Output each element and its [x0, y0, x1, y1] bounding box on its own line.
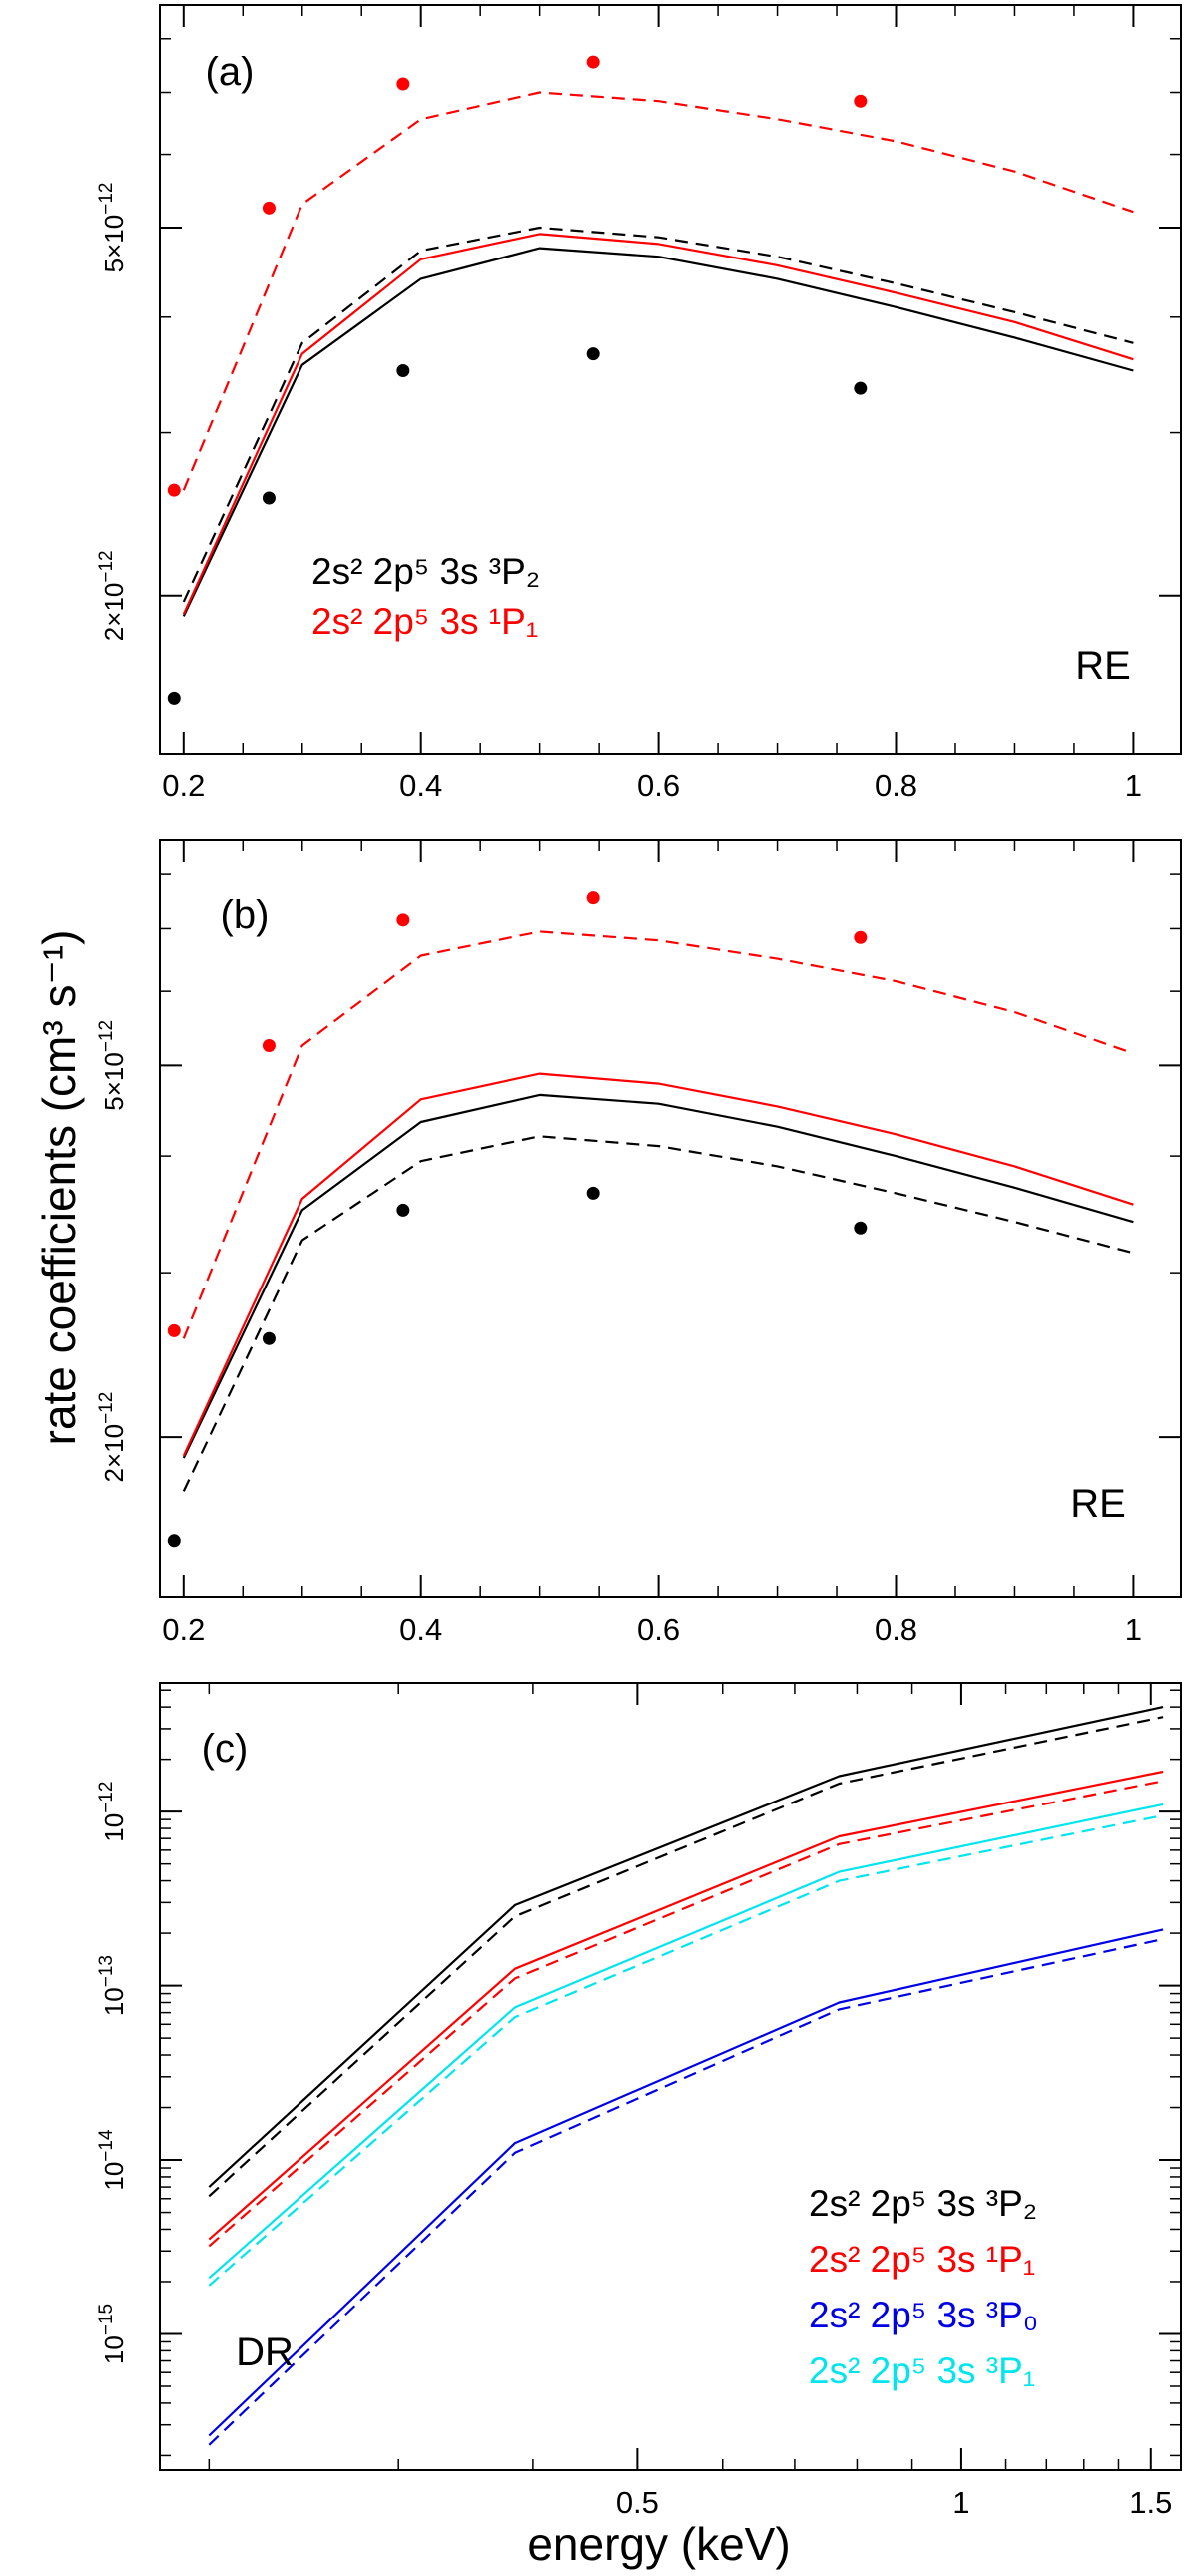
data-point	[396, 77, 410, 91]
y-tick-exponent: −12	[96, 183, 117, 215]
series-line	[182, 1093, 1134, 1459]
data-point	[167, 1534, 181, 1548]
series-line	[208, 1706, 1164, 2188]
data-point	[396, 364, 410, 378]
process-label: RE	[1070, 1482, 1126, 1526]
y-tick-mantissa: 2×10	[99, 1424, 129, 1483]
legend-entry: 2s² 2p⁵ 3s ³P₀	[809, 2295, 1038, 2335]
x-tick-label: 0.8	[875, 1612, 917, 1647]
series-line	[208, 1770, 1164, 2241]
y-tick-label: 5×10−12	[96, 1020, 129, 1111]
x-tick-label: 0.6	[637, 769, 680, 803]
data-point	[586, 55, 600, 69]
y-tick-exponent: −15	[96, 2304, 117, 2335]
data-point	[396, 1203, 410, 1217]
x-tick-label: 0.2	[162, 1612, 205, 1647]
data-point	[262, 201, 276, 215]
data-point	[586, 891, 600, 905]
x-tick-label: 1	[952, 2485, 969, 2520]
y-tick-exponent: −12	[96, 1392, 117, 1424]
data-point	[854, 94, 868, 108]
y-tick-mantissa: 10	[99, 1813, 129, 1842]
data-point	[167, 483, 181, 497]
legend-entry: 2s² 2p⁵ 3s ³P₂	[809, 2183, 1037, 2224]
panel-label: (a)	[206, 50, 255, 94]
y-tick-exponent: −12	[96, 1782, 117, 1813]
data-point	[854, 381, 868, 395]
y-tick-label: 2×10−12	[96, 550, 129, 641]
y-tick-label: 10−15	[96, 2304, 129, 2364]
process-label: DR	[236, 2330, 294, 2374]
series-line	[208, 1928, 1164, 2437]
panel-label: (c)	[202, 1727, 249, 1771]
x-tick-label: 1.5	[1129, 2485, 1172, 2520]
legend-entry: 2s² 2p⁵ 3s ³P₂	[311, 551, 540, 592]
series-line	[182, 226, 1134, 603]
x-tick-label: 0.4	[399, 1612, 442, 1647]
y-tick-exponent: −14	[96, 2129, 117, 2162]
y-tick-label: 2×10−12	[96, 1392, 129, 1483]
y-tick-exponent: −12	[96, 550, 117, 582]
x-tick-label: 0.4	[399, 769, 442, 803]
legend-entry: 2s² 2p⁵ 3s ¹P₁	[311, 601, 538, 642]
y-tick-mantissa: 10	[99, 1987, 129, 2016]
y-tick-mantissa: 5×10	[99, 1052, 129, 1111]
series-line	[182, 1072, 1134, 1457]
data-point	[167, 691, 181, 705]
plot-frame	[159, 4, 1182, 755]
figure-xlabel: energy (keV)	[527, 2518, 790, 2570]
y-tick-mantissa: 10	[99, 2162, 129, 2191]
data-point	[262, 1038, 276, 1052]
figure-ylabel: rate coefficients (cm³ s⁻¹)	[33, 930, 85, 1446]
data-point	[586, 347, 600, 361]
data-point	[262, 1331, 276, 1345]
y-tick-exponent: −13	[96, 1955, 117, 1987]
x-tick-label: 1	[1125, 1612, 1142, 1647]
process-label: RE	[1075, 644, 1131, 688]
y-tick-label: 5×10−12	[96, 183, 129, 273]
x-tick-label: 0.6	[637, 1612, 680, 1647]
series-line	[208, 1813, 1164, 2287]
x-tick-label: 1	[1125, 769, 1142, 803]
data-point	[586, 1186, 600, 1200]
y-tick-label: 10−14	[96, 2129, 129, 2191]
x-tick-label: 0.5	[616, 2485, 659, 2520]
legend-entry: 2s² 2p⁵ 3s ¹P₁	[809, 2239, 1035, 2280]
panel-b: 0.2 0.4 0.6 0.8 12×10−125×10−12(b)RE	[96, 839, 1182, 1647]
series-line	[182, 930, 1134, 1339]
y-tick-label: 10−12	[96, 1782, 129, 1842]
data-point	[854, 1221, 868, 1235]
data-point	[396, 913, 410, 927]
series-line	[182, 247, 1134, 617]
data-point	[854, 930, 868, 944]
series-line	[208, 1937, 1164, 2446]
series-line	[182, 1135, 1134, 1492]
plot-frame	[159, 839, 1182, 1598]
series-line	[182, 91, 1134, 491]
legend-entry: 2s² 2p⁵ 3s ³P₁	[809, 2350, 1035, 2391]
panel-label: (b)	[221, 893, 270, 937]
x-tick-label: 0.2	[162, 769, 205, 803]
x-tick-label: 0.8	[875, 769, 917, 803]
y-tick-mantissa: 2×10	[99, 583, 129, 642]
data-point	[262, 491, 276, 505]
series-line	[182, 233, 1134, 615]
series-line	[208, 1716, 1164, 2198]
series-line	[208, 1803, 1164, 2280]
series-line	[208, 1780, 1164, 2248]
y-tick-label: 10−13	[96, 1955, 129, 2016]
data-point	[167, 1323, 181, 1337]
y-tick-mantissa: 5×10	[99, 215, 129, 273]
y-tick-mantissa: 10	[99, 2335, 129, 2364]
y-tick-exponent: −12	[96, 1020, 117, 1052]
